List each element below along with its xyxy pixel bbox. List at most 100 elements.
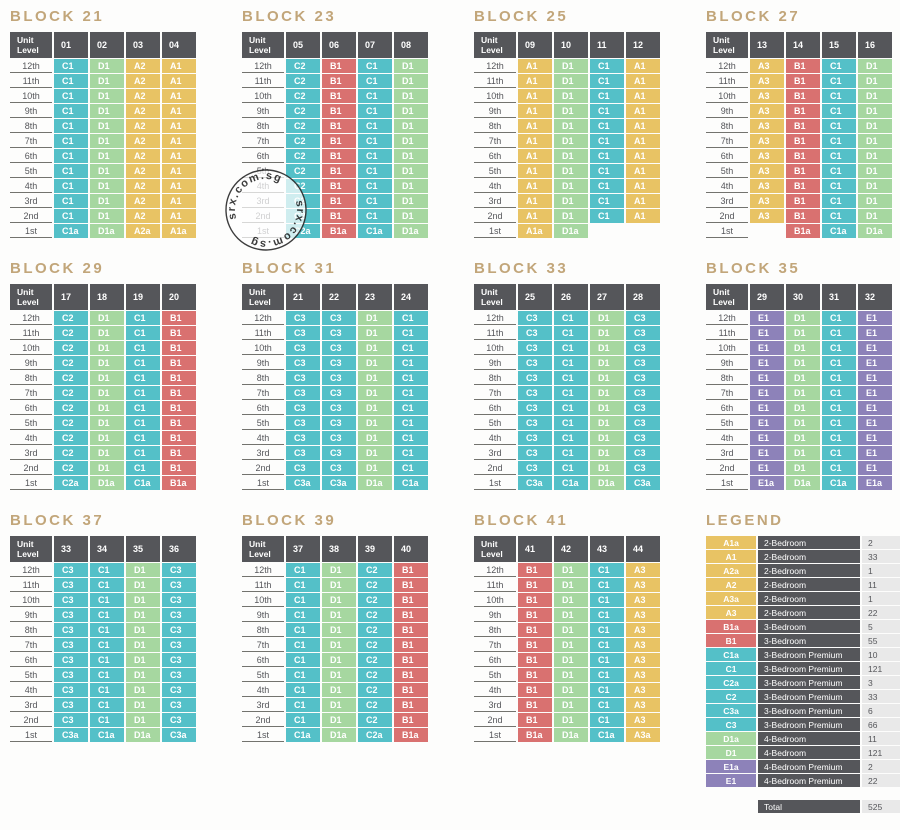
legend-count: 1: [862, 564, 900, 577]
unit-cell: A2: [126, 149, 160, 163]
unit-cell: B1: [162, 311, 196, 325]
unit-cell: C3: [286, 341, 320, 355]
unit-cell: A2: [126, 164, 160, 178]
level-cell: 12th: [10, 311, 52, 325]
unit-cell: C3: [518, 371, 552, 385]
level-cell: 11th: [474, 578, 516, 592]
unit-cell: C1: [126, 356, 160, 370]
level-cell: 12th: [242, 59, 284, 73]
unit-cell: B1: [162, 386, 196, 400]
unit-cell: A1: [518, 194, 552, 208]
unit-cell: C3: [322, 341, 356, 355]
unit-cell: C3: [54, 683, 88, 697]
unit-cell: D1: [90, 89, 124, 103]
unit-cell: C3: [322, 386, 356, 400]
block-title: BLOCK 21: [10, 8, 105, 25]
unit-cell: C2: [286, 89, 320, 103]
unit-cell: C3: [286, 386, 320, 400]
level-cell: 5th: [474, 668, 516, 682]
unit-cell: D1a: [358, 476, 392, 490]
unit-cell: D1: [358, 446, 392, 460]
level-cell: 2nd: [474, 461, 516, 475]
unit-cell: D1: [554, 164, 588, 178]
unit-cell: C1: [590, 563, 624, 577]
unit-cell: C1: [590, 638, 624, 652]
legend-count: 3: [862, 676, 900, 689]
unit-cell: C3: [626, 446, 660, 460]
block-title: BLOCK 27: [706, 8, 801, 25]
unit-cell: A3: [626, 653, 660, 667]
unit-cell: C1: [590, 578, 624, 592]
unit-cell: B1: [518, 578, 552, 592]
level-cell: 6th: [10, 149, 52, 163]
unit-cell: E1: [750, 431, 784, 445]
unit-cell: C1: [554, 371, 588, 385]
level-cell: 4th: [10, 683, 52, 697]
unit-cell: C3: [626, 341, 660, 355]
unit-cell: A1: [626, 179, 660, 193]
level-cell: 3rd: [706, 194, 748, 208]
unit-cell: B1: [162, 326, 196, 340]
unit-cell: B1: [322, 209, 356, 223]
level-cell: 1st: [706, 224, 748, 238]
stack-table-block-33: Unit Level 25 26 27 28 12th C3 C1 D1 C3 11th C3 C1 D1…: [474, 284, 660, 490]
unit-cell: C3: [518, 386, 552, 400]
unit-cell: D1: [590, 371, 624, 385]
unit-cell: C1: [54, 119, 88, 133]
legend-count: 10: [862, 648, 900, 661]
unit-cell: C1: [286, 698, 320, 712]
level-cell: 8th: [474, 371, 516, 385]
unit-cell: D1: [554, 104, 588, 118]
unit-number-header: 25: [518, 284, 552, 310]
level-cell: 4th: [706, 179, 748, 193]
unit-cell: B1: [786, 134, 820, 148]
unit-cell: D1: [322, 713, 356, 727]
unit-cell: C2: [358, 713, 392, 727]
unit-cell: C1: [554, 386, 588, 400]
level-cell: 2nd: [242, 713, 284, 727]
unit-cell: C3: [54, 698, 88, 712]
unit-cell: D1: [786, 431, 820, 445]
unit-cell: E1: [858, 341, 892, 355]
level-cell: 1st: [242, 476, 284, 490]
unit-cell: C3: [518, 311, 552, 325]
unit-cell: C1: [590, 653, 624, 667]
unit-cell: D1: [858, 194, 892, 208]
level-cell: 5th: [706, 416, 748, 430]
level-cell: 8th: [10, 119, 52, 133]
unit-cell: C2: [286, 104, 320, 118]
unit-cell: C1: [90, 638, 124, 652]
unit-cell: C2a: [54, 476, 88, 490]
unit-cell: C1: [286, 608, 320, 622]
unit-cell: C2: [54, 461, 88, 475]
unit-cell: C1: [358, 209, 392, 223]
level-cell: 12th: [242, 311, 284, 325]
unit-cell: D1: [394, 164, 428, 178]
unit-cell: C2: [286, 179, 320, 193]
unit-cell: C1: [590, 683, 624, 697]
level-cell: 5th: [242, 668, 284, 682]
unit-cell: C1: [822, 179, 856, 193]
unit-cell: D1a: [90, 224, 124, 238]
level-cell: 7th: [474, 386, 516, 400]
unit-cell: C2: [54, 311, 88, 325]
legend-row: A2a 2-Bedroom 1: [706, 564, 900, 577]
level-cell: 11th: [242, 578, 284, 592]
unit-cell: C1: [822, 209, 856, 223]
unit-cell: D1: [126, 623, 160, 637]
unit-cell: D1: [322, 668, 356, 682]
unit-cell: C3: [54, 593, 88, 607]
unit-cell: C1: [358, 119, 392, 133]
unit-cell: B1: [394, 608, 428, 622]
unit-cell: C3: [162, 638, 196, 652]
unit-cell: A3: [750, 134, 784, 148]
unit-number-header: 24: [394, 284, 428, 310]
unit-cell: C1: [54, 149, 88, 163]
unit-cell: C1: [822, 149, 856, 163]
unit-cell: C3: [286, 311, 320, 325]
unit-cell: D1a: [126, 728, 160, 742]
unit-cell: A1: [162, 179, 196, 193]
unit-cell: C3: [162, 593, 196, 607]
unit-cell: C2: [54, 386, 88, 400]
unit-cell: D1: [858, 74, 892, 88]
